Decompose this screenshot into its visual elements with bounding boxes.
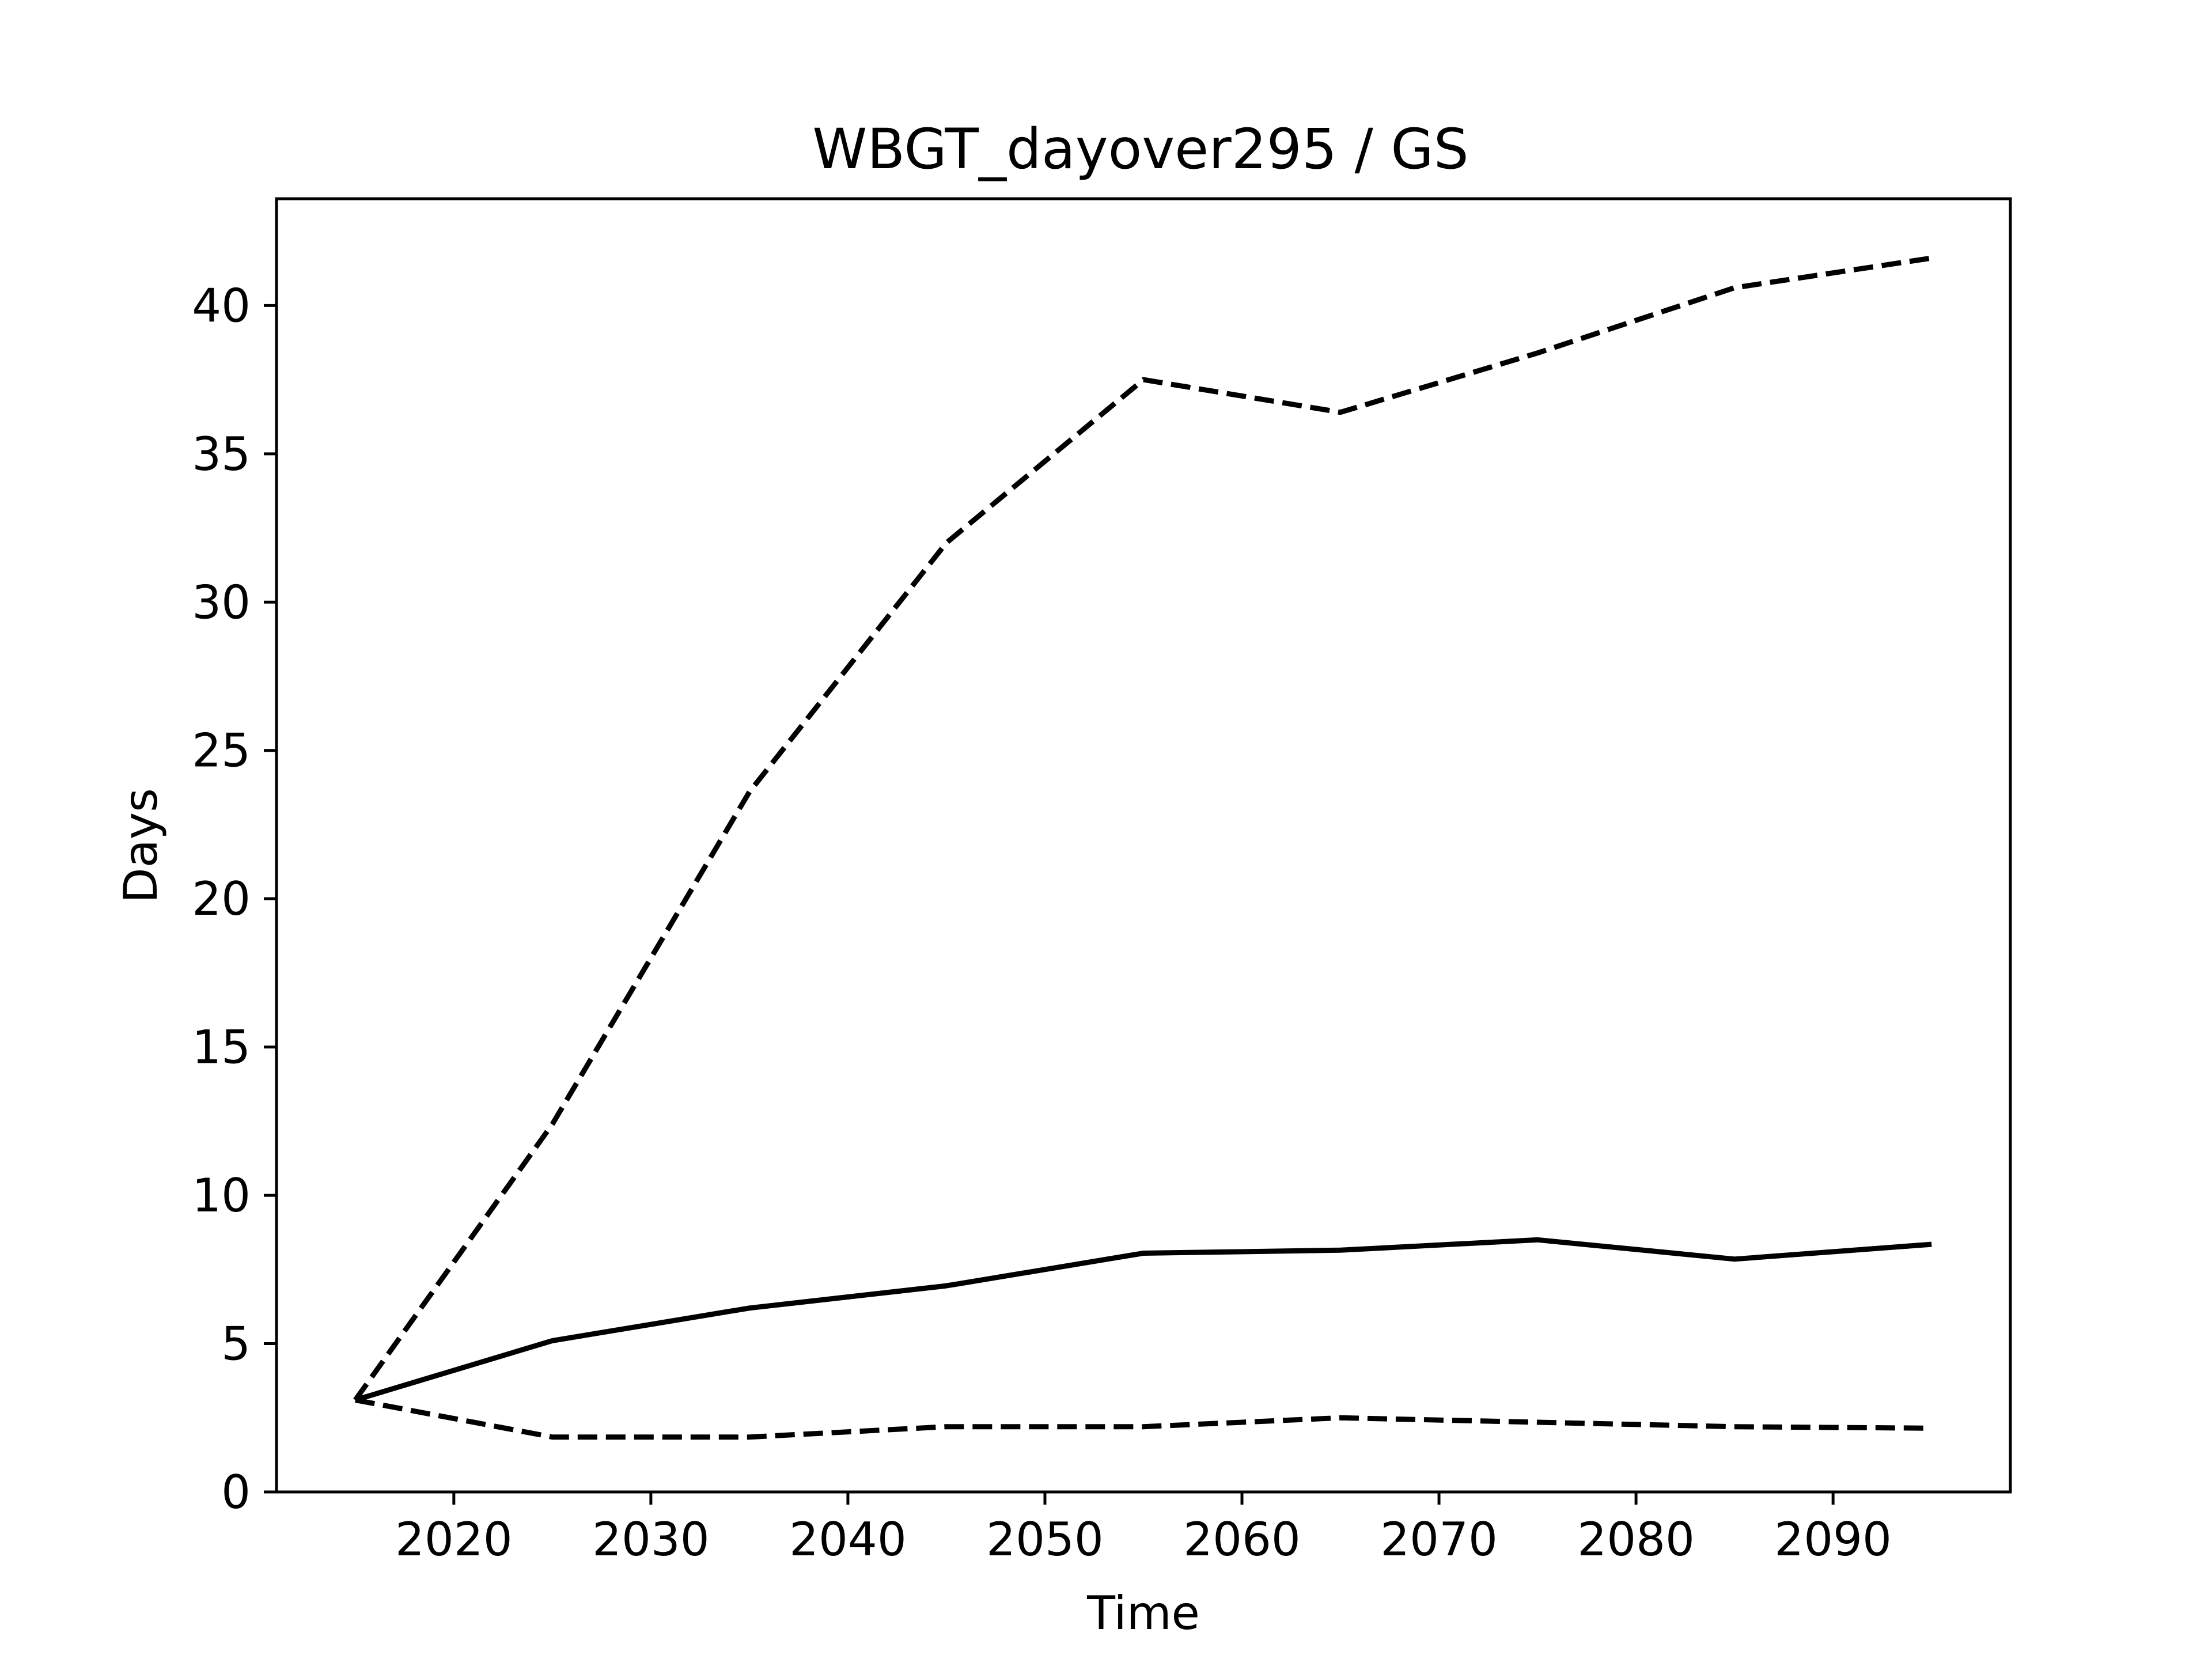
series-line-3-dashed xyxy=(354,1397,1932,1440)
x-axis-label: Time xyxy=(1086,1586,1200,1640)
y-axis: 0 5 10 15 20 25 30 35 40 xyxy=(192,279,276,1519)
y-tick-label: 5 xyxy=(221,1317,251,1371)
y-tick-label: 25 xyxy=(192,724,251,778)
y-tick-label: 10 xyxy=(192,1169,251,1222)
x-tick-label: 2050 xyxy=(986,1513,1104,1566)
y-tick-label: 20 xyxy=(192,872,251,926)
series-line-1-solid xyxy=(354,1237,1932,1403)
series-line-2-dashed xyxy=(353,255,1932,1402)
x-axis: 2020 2030 2040 2050 2060 2070 2080 2090 xyxy=(395,1492,1892,1566)
y-tick-label: 0 xyxy=(221,1465,251,1519)
x-tick-label: 2070 xyxy=(1380,1513,1498,1566)
y-tick-label: 15 xyxy=(192,1021,251,1074)
x-tick-label: 2060 xyxy=(1183,1513,1301,1566)
x-tick-label: 2080 xyxy=(1577,1513,1695,1566)
chart-title: WBGT_dayover295 / GS xyxy=(812,117,1468,181)
plot-lines xyxy=(353,255,1932,1440)
y-tick-label: 40 xyxy=(192,279,251,332)
x-tick-label: 2030 xyxy=(592,1513,710,1566)
x-tick-label: 2090 xyxy=(1774,1513,1892,1566)
y-axis-label: Days xyxy=(114,788,168,903)
plot-frame xyxy=(275,197,2012,1494)
x-tick-label: 2040 xyxy=(789,1513,907,1566)
x-tick-label: 2020 xyxy=(395,1513,513,1566)
y-tick-label: 35 xyxy=(192,427,251,481)
y-tick-label: 30 xyxy=(192,575,251,629)
